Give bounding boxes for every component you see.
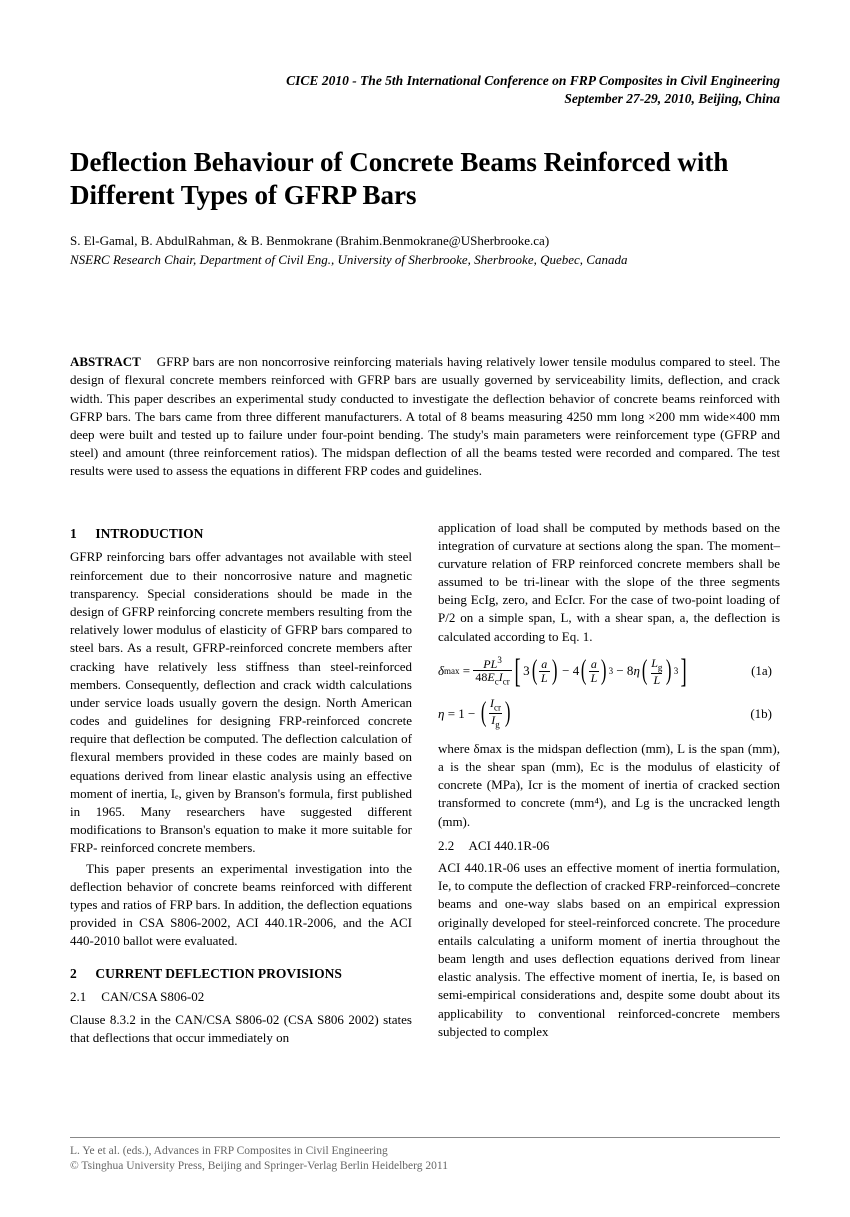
authors: S. El-Gamal, B. AbdulRahman, & B. Benmok… [70, 233, 780, 249]
section-1-num: 1 [70, 525, 92, 544]
equation-1a: δmax = PL3 48EcIcr [ 3(aL) − 4(aL)3 − 8η… [438, 656, 780, 687]
s1-p1: GFRP reinforcing bars offer advantages n… [70, 548, 412, 857]
abstract-text: GFRP bars are non noncorrosive reinforci… [70, 354, 780, 478]
section-2-heading: 2 CURRENT DEFLECTION PROVISIONS [70, 965, 412, 984]
where-text: where δmax is the midspan deflection (mm… [438, 740, 780, 831]
footer-line-2: © Tsinghua University Press, Beijing and… [70, 1159, 780, 1175]
s21-p1: Clause 8.3.2 in the CAN/CSA S806-02 (CSA… [70, 1011, 412, 1047]
sub-22-num: 2.2 [438, 837, 466, 855]
col2-p1: application of load shall be computed by… [438, 519, 780, 646]
abstract-block: ABSTRACT GFRP bars are non noncorrosive … [70, 353, 780, 480]
equation-1b: η = 1 − (IcrIg) (1b) [438, 697, 780, 730]
conference-header: CICE 2010 - The 5th International Confer… [70, 72, 780, 108]
paper-title: Deflection Behaviour of Concrete Beams R… [70, 146, 780, 211]
conf-line-1: CICE 2010 - The 5th International Confer… [70, 72, 780, 90]
eq-1a-label: (1a) [751, 662, 780, 680]
affiliation: NSERC Research Chair, Department of Civi… [70, 252, 780, 268]
conf-line-2: September 27-29, 2010, Beijing, China [70, 90, 780, 108]
section-2-num: 2 [70, 965, 92, 984]
section-1-title: INTRODUCTION [95, 526, 203, 541]
section-2-title: CURRENT DEFLECTION PROVISIONS [95, 966, 342, 981]
abstract-label: ABSTRACT [70, 354, 141, 369]
section-1-heading: 1 INTRODUCTION [70, 525, 412, 544]
sub-21-title: CAN/CSA S806-02 [101, 989, 204, 1004]
body-columns: 1 INTRODUCTION GFRP reinforcing bars off… [70, 519, 780, 1049]
eq-1b-body: η = 1 − (IcrIg) [438, 697, 512, 730]
sub-22-title: ACI 440.1R-06 [469, 838, 550, 853]
s1-p2: This paper presents an experimental inve… [70, 860, 412, 951]
eq-1a-body: δmax = PL3 48EcIcr [ 3(aL) − 4(aL)3 − 8η… [438, 656, 690, 687]
s22-p1: ACI 440.1R-06 uses an effective moment o… [438, 859, 780, 1041]
eq-1b-label: (1b) [750, 705, 780, 723]
footer-line-1: L. Ye et al. (eds.), Advances in FRP Com… [70, 1144, 780, 1160]
subsection-22: 2.2 ACI 440.1R-06 [438, 837, 780, 855]
page-footer: L. Ye et al. (eds.), Advances in FRP Com… [70, 1137, 780, 1175]
subsection-21: 2.1 CAN/CSA S806-02 [70, 988, 412, 1006]
sub-21-num: 2.1 [70, 988, 98, 1006]
